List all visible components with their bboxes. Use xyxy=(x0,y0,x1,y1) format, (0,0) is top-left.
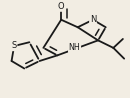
Text: O: O xyxy=(58,2,64,11)
Text: NH: NH xyxy=(69,43,80,52)
Text: S: S xyxy=(11,41,17,50)
Text: N: N xyxy=(90,15,96,24)
